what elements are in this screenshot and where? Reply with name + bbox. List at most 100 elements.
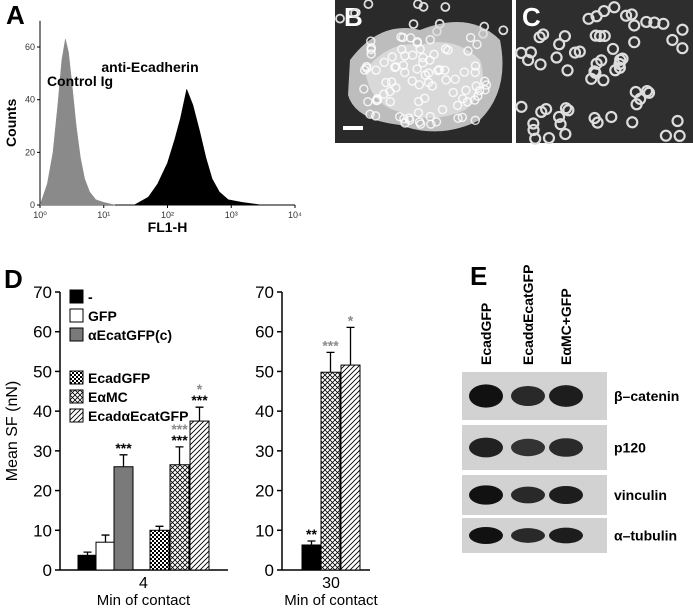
significance: ***	[191, 392, 208, 408]
cell	[524, 46, 537, 59]
cell	[597, 74, 610, 87]
cell	[372, 94, 382, 104]
cell	[363, 0, 374, 9]
x-axis-label: FL1-H	[148, 219, 188, 235]
cell	[568, 46, 582, 59]
y-tick-label: 70	[33, 283, 52, 302]
x-tick-label: 10⁴	[288, 210, 302, 220]
y-tick-label: 10	[255, 521, 274, 540]
cell	[407, 76, 418, 86]
cell	[613, 61, 626, 74]
bar	[340, 364, 361, 571]
lane-label: EcadαEcatGFP	[520, 265, 536, 365]
cell	[515, 100, 528, 113]
y-tick-label: 50	[33, 362, 52, 381]
cell	[606, 42, 620, 56]
cell	[396, 44, 407, 55]
cell	[562, 104, 575, 117]
cell	[418, 58, 428, 68]
cell	[542, 131, 556, 145]
cell	[419, 93, 430, 104]
error-bar	[346, 326, 355, 366]
cell	[559, 102, 573, 115]
significance: *	[197, 381, 203, 397]
cell	[671, 114, 684, 128]
cell	[558, 30, 571, 43]
cell	[529, 132, 542, 145]
y-tick-label: 30	[33, 442, 52, 461]
legend-label: EcadαEcatGFP	[88, 408, 188, 424]
cell	[363, 96, 373, 107]
lane-label: EαMC+GFP	[558, 288, 574, 365]
micrograph-c: C	[515, 0, 693, 145]
band	[469, 384, 503, 408]
cell	[425, 34, 435, 45]
legend-swatch	[69, 327, 84, 342]
cell	[673, 129, 686, 143]
error-bar	[83, 551, 92, 556]
cell	[666, 33, 679, 47]
cell	[463, 46, 473, 56]
cell	[535, 105, 548, 118]
cell	[585, 72, 598, 85]
error-bar	[119, 454, 128, 467]
y-axis-label: Mean SF (nN)	[4, 381, 21, 481]
cell	[676, 42, 689, 55]
cell	[420, 70, 431, 80]
bar	[113, 466, 134, 571]
bar	[95, 541, 116, 571]
band	[511, 385, 545, 407]
band	[469, 437, 503, 458]
legend-swatch	[69, 289, 84, 304]
legend-label: -	[88, 289, 93, 305]
y-tick-label: 20	[33, 482, 52, 501]
significance: ***	[322, 337, 339, 353]
cell	[474, 85, 485, 96]
legend-swatch	[69, 389, 84, 404]
bar	[169, 464, 190, 571]
cell	[394, 111, 405, 122]
cell	[593, 30, 607, 43]
cell	[335, 13, 345, 24]
cell	[405, 33, 416, 43]
series-label: anti-Ecadherin	[101, 59, 198, 75]
y-tick-label: 40	[25, 95, 35, 105]
y-tick-label: 20	[255, 482, 274, 501]
cell	[640, 15, 653, 29]
band	[469, 485, 503, 505]
cell	[597, 4, 611, 18]
cell	[470, 115, 481, 126]
significance: **	[306, 526, 317, 542]
legend-swatch	[69, 308, 84, 323]
cell	[365, 109, 375, 120]
cell	[608, 1, 621, 14]
histogram-area	[39, 39, 116, 206]
row-label: β–catenin	[614, 388, 679, 404]
cell	[381, 77, 391, 88]
legend-label: αEcatGFP(c)	[88, 327, 172, 343]
cell	[370, 111, 381, 121]
significance: *	[348, 312, 354, 328]
cell	[559, 127, 572, 141]
cell	[453, 113, 463, 123]
cell	[426, 119, 436, 129]
y-tick-label: 20	[25, 147, 35, 157]
bar	[189, 420, 210, 571]
cell	[554, 118, 567, 131]
cell	[361, 61, 372, 72]
cell	[366, 49, 376, 59]
cell	[350, 8, 360, 19]
legend-label: EcadGFP	[88, 370, 150, 386]
cell	[573, 45, 586, 58]
x-tick-label: 30	[322, 575, 340, 592]
cell	[408, 19, 419, 30]
band	[549, 438, 583, 457]
band	[511, 528, 545, 543]
cell	[440, 65, 450, 75]
x-tick-label: 10¹	[97, 210, 110, 220]
cell	[429, 49, 439, 60]
legend-label: GFP	[88, 308, 117, 324]
cell	[448, 87, 458, 98]
cell	[462, 97, 473, 107]
significance: ***	[115, 440, 132, 456]
